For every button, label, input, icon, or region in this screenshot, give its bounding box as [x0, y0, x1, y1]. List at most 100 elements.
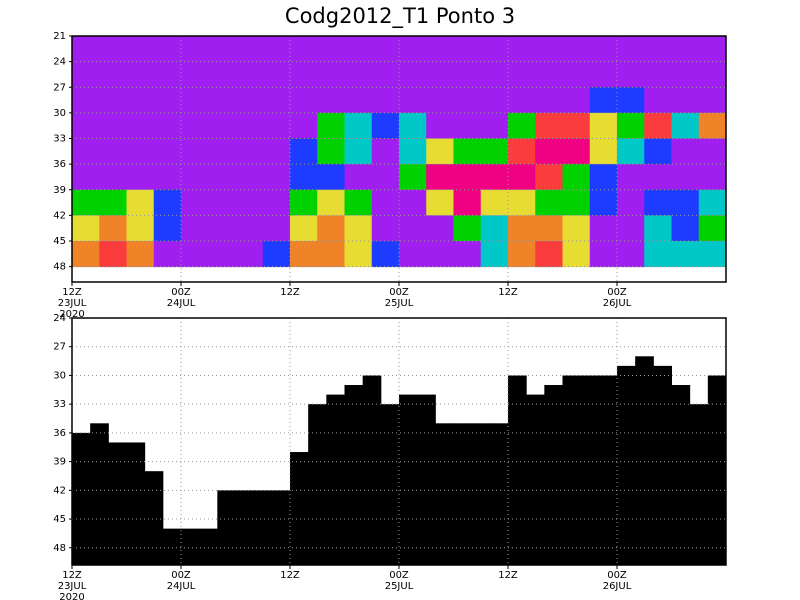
- heat-cell: [698, 112, 727, 139]
- heat-cell: [399, 36, 427, 63]
- heat-cell: [589, 61, 618, 88]
- heat-cell: [290, 189, 318, 216]
- heat-cell: [126, 87, 155, 114]
- heat-cell: [508, 112, 536, 139]
- heat-cell: [644, 112, 672, 139]
- heat-cell: [72, 164, 100, 191]
- heat-cell: [480, 164, 509, 191]
- bar: [271, 490, 291, 565]
- heat-cell: [399, 112, 427, 139]
- x-tick-label: 00Z: [389, 570, 409, 581]
- heat-cell: [698, 61, 727, 88]
- heat-cell: [453, 241, 482, 268]
- heat-cell: [72, 241, 100, 268]
- heat-cell: [262, 138, 291, 165]
- heat-cell: [480, 241, 509, 268]
- heat-cell: [480, 61, 509, 88]
- plot-frame: [71, 317, 727, 566]
- bar: [326, 394, 345, 565]
- heat-cell: [671, 189, 700, 216]
- bar: [217, 490, 236, 565]
- bar: [108, 442, 127, 565]
- heat-cell: [208, 61, 236, 88]
- heat-cell: [698, 241, 727, 268]
- heat-cell: [181, 164, 209, 191]
- heat-cell: [562, 164, 591, 191]
- bar: [653, 365, 672, 565]
- bar: [199, 528, 218, 565]
- heat-cell: [153, 241, 182, 268]
- heat-cell: [426, 241, 454, 268]
- heat-cell: [399, 138, 427, 165]
- heat-cell: [371, 61, 400, 88]
- y-tick-label: 21: [53, 31, 66, 42]
- heat-cell: [698, 215, 727, 242]
- x-tick-label: 00Z: [607, 287, 627, 298]
- heat-cell: [126, 189, 155, 216]
- heat-cell: [72, 87, 100, 114]
- heat-cell: [698, 87, 727, 114]
- heat-cell: [126, 241, 155, 268]
- heat-cell: [508, 241, 536, 268]
- heat-cell: [262, 189, 291, 216]
- heat-cell: [99, 87, 127, 114]
- chart-title: Codg2012_T1 Ponto 3: [285, 4, 515, 29]
- heat-cell: [181, 189, 209, 216]
- heat-cell: [453, 164, 482, 191]
- heat-cell: [235, 215, 264, 242]
- heat-cell: [290, 112, 318, 139]
- heat-cell: [535, 241, 563, 268]
- heat-cell: [371, 112, 400, 139]
- heat-cell: [181, 138, 209, 165]
- bar: [235, 490, 255, 565]
- heat-cell: [671, 61, 700, 88]
- heat-cell: [208, 164, 236, 191]
- bar: [489, 423, 509, 565]
- plot-frame: [71, 35, 727, 283]
- x-tick-label: 12Z: [498, 570, 518, 581]
- heat-cell: [344, 61, 373, 88]
- bar: [344, 385, 364, 565]
- heat-cell: [671, 112, 700, 139]
- heat-cell: [589, 164, 618, 191]
- heat-cell: [535, 61, 563, 88]
- y-tick-label: 48: [53, 262, 66, 273]
- x-tick-label: 12Z: [280, 570, 300, 581]
- heat-cell: [371, 36, 400, 63]
- heat-cell: [99, 215, 127, 242]
- heat-cell: [535, 138, 563, 165]
- heat-cell: [589, 112, 618, 139]
- heat-cell: [508, 138, 536, 165]
- y-tick-label: 33: [53, 134, 66, 145]
- heat-cell: [344, 112, 373, 139]
- heat-cell: [317, 36, 345, 63]
- heat-cell: [617, 215, 645, 242]
- bar: [598, 375, 618, 565]
- heat-cell: [235, 87, 264, 114]
- heat-cell: [480, 36, 509, 63]
- x-tick-label: 2020: [59, 309, 84, 320]
- heat-cell: [426, 138, 454, 165]
- bar: [435, 423, 454, 565]
- heat-cell: [671, 138, 700, 165]
- heat-cell: [126, 138, 155, 165]
- heat-cell: [535, 87, 563, 114]
- x-tick-label: 12Z: [280, 287, 300, 298]
- heat-cell: [562, 241, 591, 268]
- bar: [471, 423, 491, 565]
- heat-cell: [480, 112, 509, 139]
- x-tick-label: 12Z: [498, 287, 518, 298]
- heat-cell: [589, 189, 618, 216]
- heat-cell: [426, 36, 454, 63]
- heat-cell: [262, 36, 291, 63]
- heat-cell: [371, 164, 400, 191]
- heat-cell: [262, 215, 291, 242]
- heat-cell: [99, 138, 127, 165]
- x-tick-label: 25JUL: [385, 298, 414, 309]
- heat-cell: [126, 164, 155, 191]
- heat-cell: [153, 164, 182, 191]
- heat-cell: [208, 215, 236, 242]
- y-tick-label: 42: [53, 485, 66, 496]
- x-tick-label: 26JUL: [603, 581, 632, 592]
